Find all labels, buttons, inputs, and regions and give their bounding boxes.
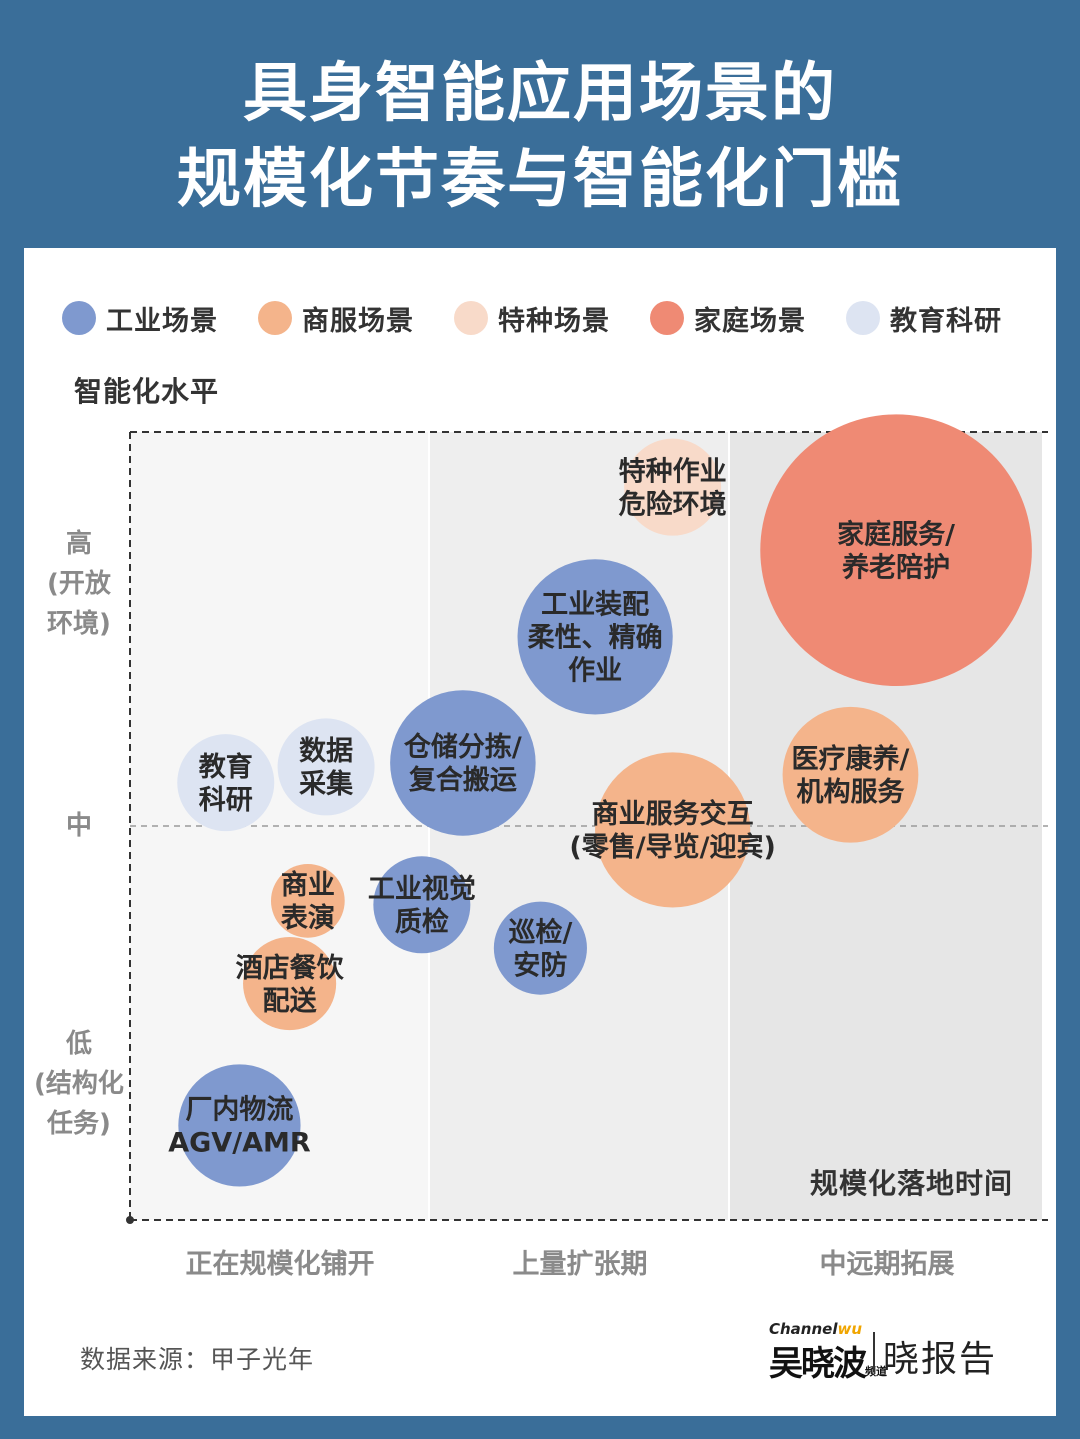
bubble-label-6: 医疗康养/机构服务: [792, 743, 910, 808]
bubble-label-2: 工业装配柔性、精确作业: [528, 590, 663, 687]
bubble-label-4: 数据采集: [299, 736, 354, 800]
legend-item-special: 特种场景: [454, 300, 610, 337]
data-source: 数据来源：甲子光年: [80, 1345, 315, 1374]
bubble-label-line: 复合搬运: [409, 764, 517, 796]
logo-channel-text: Channelwu: [769, 1320, 862, 1338]
bubble-label-line: 酒店餐饮: [236, 953, 345, 984]
legend-swatch: [454, 301, 488, 335]
bubble-label-line: 工业视觉: [368, 874, 476, 905]
bubble-label-line: 工业装配: [541, 590, 649, 621]
bubble-5: [177, 734, 275, 832]
x-axis-title: 规模化落地时间: [810, 1167, 1014, 1200]
y-axis-title: 智能化水平: [74, 375, 220, 408]
brand-logo: Channelwu 吴晓波频道 晓报告: [769, 1320, 1009, 1384]
legend-item-home: 家庭场景: [650, 300, 806, 337]
legend-label: 教育科研: [890, 305, 1002, 337]
legend-label: 商服场景: [302, 305, 414, 337]
bubble-label-line: 商业: [281, 870, 335, 901]
bubble-label-8: 商业表演: [281, 870, 335, 934]
logo-report: 晓报告: [883, 1339, 998, 1380]
logo-name-text: 吴晓波: [769, 1344, 867, 1384]
legend-item-education: 教育科研: [846, 300, 1002, 337]
bubble-label-line: 特种作业: [619, 456, 727, 487]
logo-sub: 频道: [865, 1365, 887, 1378]
legend-swatch: [846, 301, 880, 335]
chart-title-line1: 具身智能应用场景的: [243, 57, 837, 131]
bubble-label-3: 仓储分拣/复合搬运: [403, 731, 522, 796]
y-tick-mid: 中: [65, 811, 92, 841]
legend-item-industrial: 工业场景: [62, 300, 218, 337]
y-tick-low: 低 (结构化 任务): [34, 1029, 124, 1139]
bubble-label-line: 教育: [199, 751, 253, 783]
bubble-2: [517, 559, 673, 715]
legend-swatch: [650, 301, 684, 335]
bubble-6: [782, 706, 919, 843]
bubble-label-0: 特种作业危险环境: [619, 456, 727, 520]
bubble-9: [373, 856, 471, 954]
bubble-label-11: 酒店餐饮配送: [236, 953, 345, 1017]
legend-label: 特种场景: [498, 305, 610, 337]
bubble-label-9: 工业视觉质检: [368, 874, 476, 938]
bubble-plot: 特种作业危险环境家庭服务/养老陪护工业装配柔性、精确作业仓储分拣/复合搬运数据采…: [126, 414, 1048, 1224]
logo-channel: Channel: [769, 1320, 838, 1338]
bubble-label-line: AGV/AMR: [168, 1128, 311, 1159]
chart-title-line2: 规模化节奏与智能化门槛: [177, 143, 903, 217]
bubble-7: [595, 752, 751, 908]
bubble-label-line: 科研: [199, 785, 253, 816]
x-tick-1: 正在规模化铺开: [185, 1249, 375, 1280]
bubble-label-line: (零售/导览/迎宾): [569, 831, 775, 863]
bubble-label-line: 安防: [513, 950, 567, 981]
bubble-label-line: 柔性、精确: [528, 622, 663, 654]
legend-swatch: [62, 301, 96, 335]
bubble-labels-layer: 特种作业危险环境家庭服务/养老陪护工业装配柔性、精确作业仓储分拣/复合搬运数据采…: [168, 456, 955, 1158]
logo-divider: [873, 1332, 875, 1372]
bubble-label-line: 作业: [568, 656, 622, 687]
bubble-label-line: 表演: [281, 902, 335, 934]
bubble-label-line: 采集: [299, 768, 354, 800]
bubble-label-line: 医疗康养/: [792, 743, 910, 775]
bubble-label-line: 配送: [263, 986, 317, 1017]
bubble-4: [277, 718, 375, 816]
bubble-label-line: 厂内物流: [185, 1095, 293, 1126]
bubble-label-line: 数据: [299, 736, 353, 767]
legend-swatch: [258, 301, 292, 335]
bubble-label-line: 商业服务交互: [592, 798, 754, 830]
origin-dot: [126, 1216, 134, 1224]
bubble-label-line: 仓储分拣/: [403, 731, 522, 763]
bubble-label-10: 巡检/安防: [508, 916, 572, 981]
logo-name: 吴晓波频道: [769, 1336, 887, 1385]
bubble-label-1: 家庭服务/养老陪护: [837, 518, 955, 583]
legend-item-commercial: 商服场景: [258, 300, 414, 337]
bubble-10: [493, 901, 587, 995]
bubble-label-line: 养老陪护: [842, 551, 950, 583]
bubble-1: [760, 414, 1032, 686]
bubbles-layer: [177, 414, 1032, 1187]
bubble-8: [270, 864, 345, 938]
bubble-label-5: 教育科研: [199, 751, 253, 816]
legend-label: 家庭场景: [694, 305, 806, 337]
bubble-label-line: 机构服务: [796, 777, 904, 808]
bubble-3: [390, 690, 536, 836]
bubble-label-12: 厂内物流 AGV/AMR: [168, 1095, 311, 1159]
bubble-label-line: 质检: [395, 906, 449, 938]
legend-label: 工业场景: [106, 305, 218, 337]
bubble-label-line: 家庭服务/: [837, 518, 955, 550]
bubble-label-line: 危险环境: [619, 488, 727, 520]
x-tick-2: 上量扩张期: [512, 1249, 648, 1280]
chart-panel: 工业场景 商服场景 特种场景 家庭场景 教育科研 智能化水平 高 (开放 环境)…: [24, 248, 1056, 1416]
y-tick-high: 高 (开放 环境): [47, 529, 111, 639]
bubble-0: [624, 438, 722, 536]
x-tick-3: 中远期拓展: [819, 1249, 955, 1280]
bubble-label-7: 商业服务交互(零售/导览/迎宾): [569, 798, 775, 863]
bubble-label-line: 巡检/: [508, 916, 572, 948]
bubble-11: [243, 937, 337, 1031]
logo-wu: wu: [837, 1320, 863, 1338]
bubble-12: [178, 1064, 301, 1187]
